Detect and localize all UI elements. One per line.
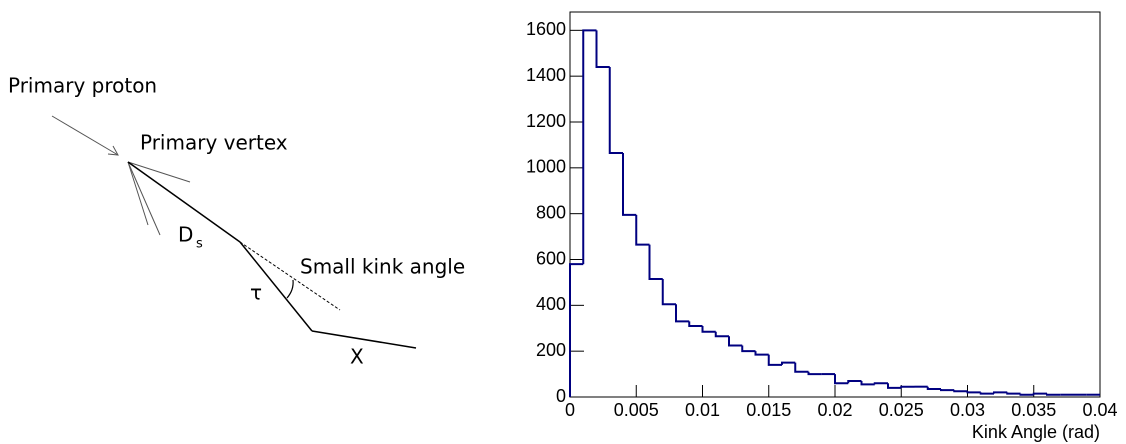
x-axis-label: Kink Angle (rad) (972, 422, 1100, 442)
bin (940, 388, 955, 392)
label: X (350, 345, 364, 369)
bin (728, 336, 743, 347)
proton-arrow (51, 115, 119, 156)
x-tick-label: 0.015 (746, 400, 791, 420)
extension (239, 241, 341, 311)
y-tick-label: 800 (536, 202, 566, 222)
bin (1046, 393, 1061, 396)
track (127, 161, 149, 226)
tau-track (239, 241, 313, 332)
bin (781, 361, 796, 365)
bin (714, 331, 729, 338)
x-tick-label: 0 (565, 400, 575, 420)
bin (635, 214, 650, 246)
x-tick-label: 0.04 (1082, 400, 1117, 420)
bin (953, 390, 968, 393)
bin (847, 379, 862, 384)
bin (608, 67, 623, 154)
y-tick-label: 1000 (526, 157, 566, 177)
diagram (51, 115, 417, 349)
x-track (311, 330, 417, 349)
bin (622, 152, 637, 216)
label: Primary proton (8, 74, 157, 98)
bin (595, 30, 610, 68)
bin (807, 371, 822, 376)
bin (648, 244, 663, 280)
track (127, 161, 191, 183)
x-tick-label: 0.02 (817, 400, 852, 420)
y-tick-label: 1400 (526, 65, 566, 85)
bin (661, 278, 676, 306)
bin (569, 263, 584, 397)
y-tick-label: 0 (556, 386, 566, 406)
y-tick-label: 400 (536, 294, 566, 314)
y-tick-label: 200 (536, 340, 566, 360)
bin (873, 382, 888, 385)
bin (741, 345, 756, 353)
bin (1019, 393, 1034, 396)
x-tick-label: 0.03 (950, 400, 985, 420)
bin (966, 391, 981, 394)
bin (1032, 392, 1047, 395)
bin (979, 392, 994, 395)
histogram: 0 200 400 600 800 1000 1200 1400 1600 0 0.005 0.01 0… (526, 11, 1118, 442)
x-tick-label: 0.01 (685, 400, 720, 420)
ds-track (127, 161, 241, 243)
label: Primary vertex (140, 131, 288, 155)
label: Small kink angle (300, 255, 465, 279)
x-tick-label: 0.005 (614, 400, 659, 420)
x-tick-label: 0.025 (879, 400, 924, 420)
bin (754, 351, 769, 356)
arrow-head (107, 145, 119, 156)
y-tick-label: 1200 (526, 111, 566, 131)
bin (767, 354, 782, 366)
angle-arc (286, 279, 294, 299)
x-tick-label: 0.035 (1011, 400, 1056, 420)
bin (860, 380, 875, 386)
y-tick-label: 1600 (526, 19, 566, 39)
track (127, 161, 161, 236)
bin (582, 29, 597, 265)
bin (900, 385, 915, 388)
plot-frame (569, 11, 1101, 398)
bin (1006, 392, 1021, 395)
bin (688, 321, 703, 327)
bin (887, 383, 902, 389)
bin (701, 325, 716, 333)
y-tick-label: 600 (536, 248, 566, 268)
bin (926, 386, 941, 390)
label: s (196, 237, 203, 252)
label: D (178, 223, 193, 247)
label: τ (250, 281, 262, 305)
bin (993, 391, 1008, 394)
bin (794, 362, 809, 373)
bin (834, 374, 849, 385)
bin (675, 304, 690, 323)
